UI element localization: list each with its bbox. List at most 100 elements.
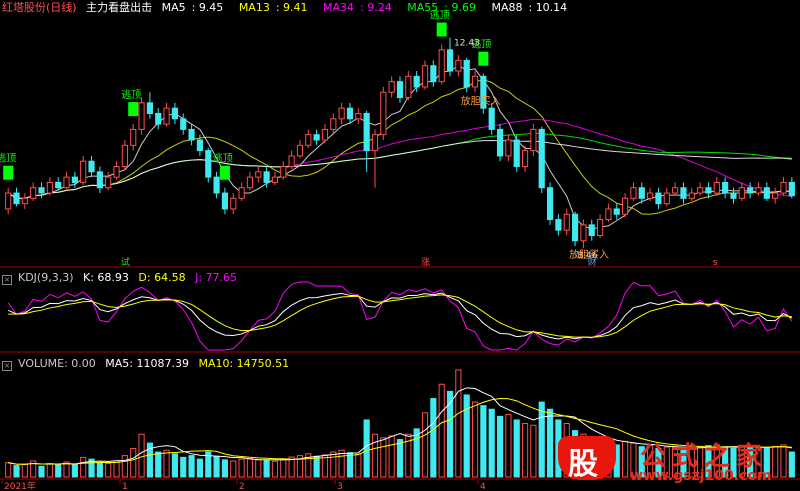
candle[interactable]: [672, 187, 679, 194]
candle[interactable]: [688, 192, 695, 199]
volume-bar[interactable]: [5, 462, 12, 478]
volume-bar[interactable]: [230, 460, 237, 478]
volume-bar[interactable]: [513, 419, 520, 478]
candle[interactable]: [755, 187, 762, 194]
candle[interactable]: [105, 176, 112, 189]
candle[interactable]: [730, 192, 737, 199]
candle[interactable]: [363, 112, 370, 152]
candle[interactable]: [530, 128, 537, 152]
candle[interactable]: [738, 187, 745, 199]
candle[interactable]: [13, 192, 20, 205]
candle[interactable]: [246, 176, 254, 189]
volume-bar[interactable]: [713, 444, 720, 478]
volume-bar[interactable]: [255, 459, 262, 478]
candle[interactable]: [313, 134, 320, 141]
candle[interactable]: [421, 65, 429, 88]
volume-bar[interactable]: [655, 447, 662, 478]
volume-bar[interactable]: [21, 464, 28, 478]
volume-bar[interactable]: [388, 435, 395, 478]
volume-bar[interactable]: [663, 446, 670, 478]
volume-bar[interactable]: [371, 433, 379, 478]
volume-bar[interactable]: [55, 464, 62, 478]
volume-bar[interactable]: [788, 451, 795, 478]
candle[interactable]: [505, 139, 512, 157]
candle[interactable]: [5, 192, 12, 210]
candle[interactable]: [263, 171, 270, 183]
volume-bar[interactable]: [63, 461, 70, 478]
volume-bar[interactable]: [421, 412, 429, 478]
candle[interactable]: [588, 224, 595, 236]
candle[interactable]: [96, 171, 103, 189]
volume-bar[interactable]: [163, 449, 170, 478]
volume-bar[interactable]: [138, 433, 145, 478]
volume-bar[interactable]: [430, 398, 437, 478]
candle[interactable]: [55, 181, 62, 189]
volume-bar[interactable]: [288, 456, 295, 478]
candle[interactable]: [21, 197, 28, 205]
candle[interactable]: [622, 197, 629, 215]
volume-bar[interactable]: [355, 453, 362, 478]
candle[interactable]: [30, 187, 37, 199]
volume-bar[interactable]: [705, 445, 712, 478]
volume-bar[interactable]: [405, 433, 412, 478]
volume-bar[interactable]: [638, 446, 645, 478]
volume-bar[interactable]: [647, 445, 654, 478]
volume-bar[interactable]: [155, 451, 162, 478]
candle[interactable]: [305, 134, 312, 146]
candle[interactable]: [296, 144, 304, 157]
volume-bar[interactable]: [305, 453, 312, 478]
candle[interactable]: [230, 197, 237, 210]
candle[interactable]: [655, 192, 662, 205]
volume-bar[interactable]: [71, 463, 78, 478]
volume-bar[interactable]: [546, 408, 554, 478]
volume-bar[interactable]: [205, 451, 212, 478]
volume-bar[interactable]: [380, 437, 387, 478]
candle[interactable]: [488, 107, 495, 130]
candle[interactable]: [647, 192, 654, 199]
volume-bar[interactable]: [13, 465, 20, 478]
volume-bar[interactable]: [271, 460, 279, 478]
candle[interactable]: [196, 139, 204, 152]
candle[interactable]: [63, 176, 70, 189]
candle[interactable]: [463, 59, 470, 88]
candle[interactable]: [471, 75, 479, 88]
volume-bar[interactable]: [463, 394, 470, 478]
candle[interactable]: [130, 128, 137, 146]
candle[interactable]: [255, 171, 262, 178]
volume-bar[interactable]: [438, 383, 445, 478]
volume-bar[interactable]: [346, 452, 354, 478]
candle[interactable]: [380, 91, 387, 136]
volume-bar[interactable]: [538, 401, 545, 478]
candle[interactable]: [171, 107, 178, 120]
candle[interactable]: [180, 118, 187, 130]
candle[interactable]: [38, 187, 45, 194]
candle[interactable]: [630, 187, 637, 199]
volume-bar[interactable]: [146, 442, 153, 478]
candle[interactable]: [146, 102, 153, 114]
candle[interactable]: [338, 107, 345, 120]
volume-bar[interactable]: [38, 465, 45, 478]
volume-bar[interactable]: [505, 414, 512, 478]
volume-bar[interactable]: [105, 462, 112, 478]
candle[interactable]: [613, 208, 620, 215]
candle[interactable]: [396, 81, 404, 99]
candle[interactable]: [271, 176, 279, 183]
candle[interactable]: [788, 181, 795, 197]
volume-bar[interactable]: [296, 455, 304, 478]
volume-bar[interactable]: [688, 448, 695, 478]
candle[interactable]: [80, 160, 87, 183]
volume-bar[interactable]: [30, 460, 37, 478]
volume-bar[interactable]: [446, 390, 454, 478]
candle[interactable]: [705, 187, 712, 194]
candle[interactable]: [238, 187, 245, 199]
volume-bar[interactable]: [747, 445, 754, 478]
volume-bar[interactable]: [80, 456, 87, 478]
volume-bar[interactable]: [488, 408, 495, 478]
collapse-icon[interactable]: ×: [2, 361, 12, 371]
candle[interactable]: [538, 128, 545, 189]
volume-bar[interactable]: [96, 462, 103, 478]
volume-bar[interactable]: [180, 456, 187, 478]
volume-bar[interactable]: [338, 449, 345, 478]
volume-bar[interactable]: [263, 460, 270, 478]
